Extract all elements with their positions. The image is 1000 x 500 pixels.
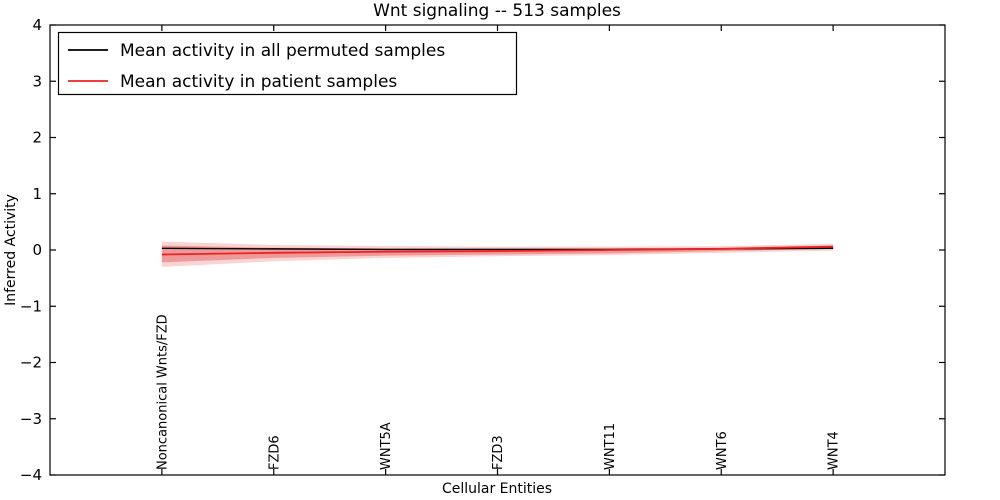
legend-label-permuted: Mean activity in all permuted samples [120,41,445,61]
category-label: FZD3 [491,435,506,470]
y-axis-label: Inferred Activity [3,194,19,306]
y-tick-label: −2 [20,354,42,372]
y-tick-label: 3 [32,72,42,90]
category-label: WNT11 [603,423,618,470]
y-tick-label: 1 [32,185,42,203]
y-tick-label: 2 [32,129,42,147]
series-lines [161,245,834,256]
patient-outer-band [161,241,834,267]
category-label: WNT4 [827,431,842,470]
axis-ticks [50,24,945,476]
y-tick-label: 0 [32,241,42,259]
category-label: Noncanonical Wnts/FZD [155,314,170,470]
axis-tick-labels: −4 −3 −2 −1 0 1 2 3 4 Noncanonical Wnts/FZD FZD6 WN… [20,16,842,484]
chart-title: Wnt signaling -- 513 samples [373,1,621,21]
y-tick-label: 4 [32,16,42,34]
legend-label-patient: Mean activity in patient samples [120,72,397,92]
category-label: FZD6 [267,435,282,470]
series-line-1 [161,245,834,256]
y-tick-label: −4 [20,466,42,484]
legend: Mean activity in all permuted samples Me… [57,31,518,96]
category-label: WNT6 [715,431,730,470]
y-tick-label: −3 [20,410,42,428]
x-axis-label: Cellular Entities [442,481,552,497]
confidence-bands [161,241,834,267]
category-label: WNT5A [379,422,394,470]
legend-box [57,31,518,96]
y-tick-label: −1 [20,297,42,315]
